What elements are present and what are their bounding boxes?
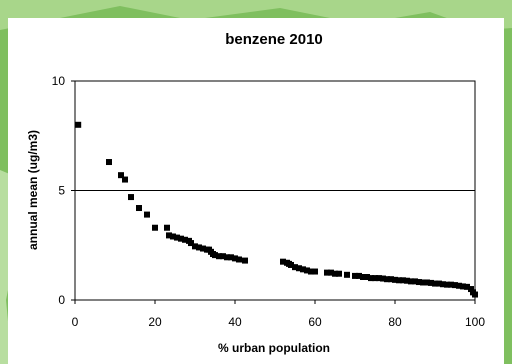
data-point: [336, 270, 342, 277]
data-point: [352, 272, 358, 279]
y-tick-label: 5: [58, 184, 65, 198]
data-point: [392, 276, 398, 283]
data-point: [292, 264, 298, 271]
data-point: [166, 232, 172, 239]
data-point: [174, 234, 180, 241]
data-point: [416, 279, 422, 286]
data-point: [164, 224, 170, 231]
data-point: [372, 275, 378, 282]
x-tick-label: 20: [148, 315, 162, 329]
data-point: [296, 265, 302, 272]
data-point: [122, 176, 128, 183]
data-point: [308, 268, 314, 275]
data-point: [200, 245, 206, 252]
data-point: [242, 257, 248, 264]
data-points: [75, 121, 478, 298]
data-point: [170, 233, 176, 240]
data-point: [388, 276, 394, 283]
data-point: [472, 291, 478, 298]
data-point: [424, 279, 430, 286]
data-point: [376, 275, 382, 282]
data-point: [440, 281, 446, 288]
x-tick-label: 60: [308, 315, 322, 329]
data-point: [224, 254, 230, 261]
chart-title: benzene 2010: [225, 31, 323, 48]
data-point: [228, 254, 234, 261]
data-point: [408, 278, 414, 285]
data-point: [212, 252, 218, 259]
data-point: [328, 269, 334, 276]
background-lighter-patch: [0, 0, 512, 30]
data-point: [468, 286, 474, 293]
background-pale-patch: [0, 170, 14, 364]
data-point: [356, 272, 362, 279]
x-tick-label: 100: [465, 315, 485, 329]
data-point: [188, 240, 194, 247]
data-point: [182, 236, 188, 243]
y-tick-label: 10: [52, 74, 66, 88]
data-point: [118, 172, 124, 179]
data-point: [324, 269, 330, 276]
x-axis-label: % urban population: [218, 341, 330, 355]
data-point: [288, 261, 294, 268]
data-point: [380, 275, 386, 282]
axis-ticks: 0 20 40 60 80 100 0 5 10: [52, 74, 486, 329]
data-point: [444, 281, 450, 288]
data-point: [136, 205, 142, 212]
data-point: [304, 267, 310, 274]
data-point: [448, 281, 454, 288]
data-point: [128, 194, 134, 201]
data-point: [220, 253, 226, 260]
data-point: [428, 279, 434, 286]
data-point: [404, 277, 410, 284]
data-point: [236, 256, 242, 263]
data-point: [396, 277, 402, 284]
data-point: [152, 224, 158, 231]
data-point: [280, 258, 286, 265]
data-point: [178, 235, 184, 242]
data-point: [432, 280, 438, 287]
x-tick-label: 0: [72, 315, 79, 329]
data-point: [368, 275, 374, 282]
data-point: [456, 282, 462, 289]
data-point: [75, 121, 82, 128]
data-point: [412, 278, 418, 285]
data-point: [384, 276, 390, 283]
data-point: [452, 282, 458, 289]
y-tick-label: 0: [58, 293, 65, 307]
data-point: [436, 280, 442, 287]
data-point: [460, 283, 466, 290]
data-point: [344, 271, 350, 278]
data-point: [192, 243, 198, 250]
data-point: [300, 266, 306, 273]
data-point: [364, 274, 370, 281]
data-point: [144, 211, 150, 218]
gridlines: [75, 80, 475, 191]
y-axis-label: annual mean (ug/m3): [26, 130, 40, 250]
data-point: [232, 255, 238, 262]
data-point: [216, 253, 222, 260]
x-tick-label: 80: [388, 315, 402, 329]
data-point: [400, 277, 406, 284]
data-point: [312, 268, 318, 275]
data-point: [464, 283, 470, 290]
data-point: [420, 279, 426, 286]
data-point: [196, 244, 202, 251]
data-point: [106, 159, 112, 166]
data-point: [332, 270, 338, 277]
data-point: [360, 274, 366, 281]
x-tick-label: 40: [228, 315, 242, 329]
